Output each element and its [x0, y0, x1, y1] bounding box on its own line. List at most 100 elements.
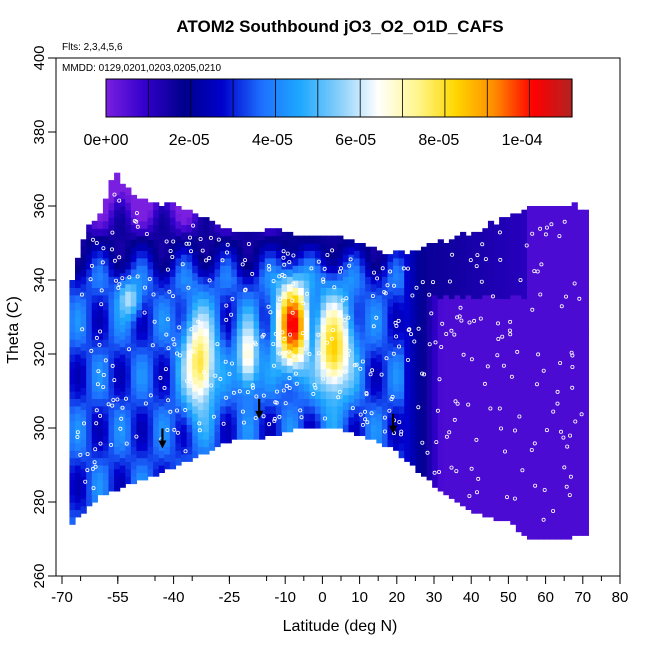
heatmap-cell: [108, 305, 115, 314]
heatmap-cell: [493, 402, 500, 411]
observation-point: [561, 435, 566, 440]
heatmap-cell: [197, 268, 204, 277]
heatmap-cell: [281, 342, 288, 351]
heatmap-cell: [253, 394, 260, 403]
heatmap-cell: [114, 335, 121, 344]
heatmap-cell: [242, 394, 249, 403]
colorbar-segment: [452, 79, 457, 117]
observation-point: [360, 359, 365, 364]
heatmap-cell: [331, 383, 338, 392]
heatmap-cell: [510, 442, 517, 451]
heatmap-cell: [108, 402, 115, 411]
observation-points: [75, 192, 584, 522]
heatmap-cell: [476, 402, 483, 411]
observation-point: [301, 301, 306, 306]
colorbar-segment: [289, 79, 293, 117]
heatmap-cell: [398, 317, 405, 325]
heatmap-cell: [443, 435, 450, 444]
heatmap-cell: [471, 350, 478, 359]
heatmap-cell: [571, 372, 578, 381]
observation-point: [196, 319, 201, 324]
observation-point: [253, 342, 258, 347]
heatmap-cell: [582, 387, 589, 396]
heatmap-cell: [582, 439, 589, 448]
heatmap-cell: [549, 398, 556, 407]
heatmap-cell: [543, 250, 550, 259]
heatmap-cell: [504, 283, 511, 292]
observation-point: [338, 266, 343, 271]
observation-point: [281, 249, 286, 254]
heatmap-cell: [566, 361, 573, 370]
heatmap-cell: [220, 287, 227, 296]
colorbar-segment: [214, 79, 218, 117]
observation-point: [488, 406, 493, 411]
heatmap-cell: [181, 209, 188, 218]
colorbar-border: [105, 78, 573, 118]
colorbar-segment: [502, 79, 506, 117]
heatmap-cell: [420, 453, 428, 462]
observation-point: [268, 310, 273, 315]
heatmap-cell: [443, 272, 450, 281]
heatmap-cell: [409, 317, 416, 325]
heatmap-cell: [281, 291, 288, 300]
heatmap-cell: [437, 483, 444, 492]
heatmap-cell: [86, 357, 93, 366]
observation-point: [177, 325, 182, 330]
heatmap-cell: [253, 291, 260, 300]
heatmap-cell: [108, 461, 115, 470]
heatmap-cell: [125, 224, 132, 233]
heatmap-cell: [510, 250, 517, 259]
heatmap-cell: [471, 328, 478, 337]
heatmap-cell: [521, 246, 528, 255]
heatmap-cell: [549, 272, 556, 281]
heatmap-cell: [560, 206, 567, 214]
heatmap-cell: [381, 431, 389, 440]
heatmap-cell: [370, 357, 377, 366]
heatmap-cell: [136, 317, 143, 325]
heatmap-cell: [270, 368, 277, 377]
heatmap-cell: [197, 439, 204, 448]
heatmap-cell: [337, 257, 344, 266]
heatmap-cell: [270, 235, 277, 244]
heatmap-cell: [248, 261, 255, 270]
heatmap-cell: [69, 442, 76, 451]
heatmap-cell: [231, 231, 238, 240]
heatmap-cell: [532, 465, 539, 473]
heatmap-cell: [554, 331, 562, 340]
heatmap-cell: [231, 431, 238, 440]
colorbar-segment: [538, 79, 542, 117]
heatmap-cell: [543, 309, 550, 318]
heatmap-cell: [214, 372, 221, 381]
heatmap-cell: [560, 457, 567, 466]
heatmap-cell: [538, 479, 545, 488]
heatmap-cell: [510, 220, 517, 229]
heatmap-cell: [197, 320, 204, 329]
heatmap-cell: [370, 268, 377, 277]
heatmap-cell: [354, 317, 361, 325]
heatmap-cell: [510, 272, 517, 281]
heatmap-cell: [493, 372, 500, 381]
heatmap-cell: [287, 357, 294, 366]
observation-point: [111, 398, 116, 403]
heatmap-cell: [158, 228, 165, 237]
heatmap-cell: [309, 413, 316, 422]
heatmap-cell: [275, 398, 283, 407]
heatmap-cell: [192, 450, 199, 459]
heatmap-cell: [197, 291, 204, 300]
colorbar-segment: [437, 79, 441, 117]
heatmap-cell: [476, 372, 483, 381]
heatmap-cell: [303, 302, 310, 311]
heatmap-cell: [141, 391, 149, 399]
heatmap-cell: [376, 413, 383, 422]
heatmap-cell: [521, 283, 528, 292]
observation-point: [94, 240, 99, 245]
heatmap-cell: [181, 416, 188, 425]
heatmap-cell: [359, 287, 366, 296]
heatmap-cell: [102, 220, 110, 229]
heatmap-cell: [515, 346, 523, 355]
heatmap-cell: [242, 276, 249, 285]
heatmap-cell: [181, 409, 188, 418]
observation-point: [165, 427, 170, 432]
heatmap-cell: [208, 435, 216, 444]
heatmap-cell: [420, 261, 428, 270]
